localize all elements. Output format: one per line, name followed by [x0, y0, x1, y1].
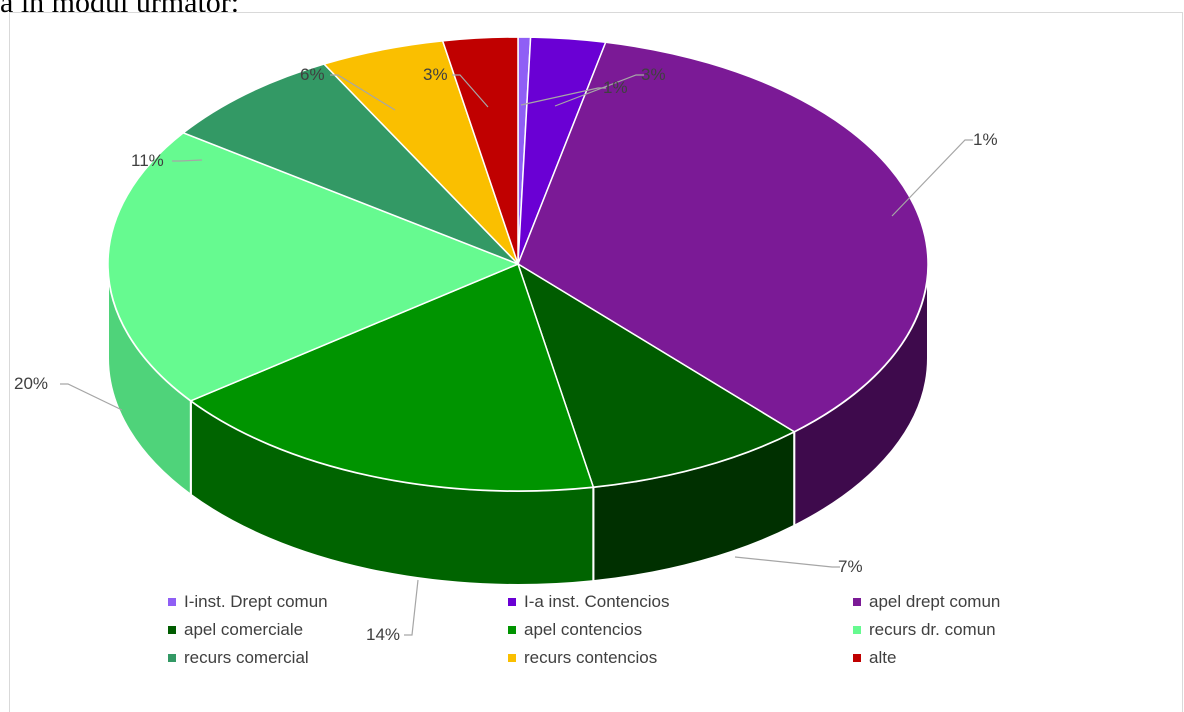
legend-swatch: [168, 626, 176, 634]
leader-line-6: [172, 159, 203, 162]
legend-item: recurs comercial: [168, 646, 508, 670]
pie-slice-5: [107, 131, 520, 402]
legend-swatch: [853, 626, 861, 634]
legend-swatch: [853, 654, 861, 662]
leader-line-4: [404, 579, 419, 636]
leader-line-3: [734, 556, 840, 568]
leader-line-7: [330, 74, 396, 111]
legend-item: recurs contencios: [508, 646, 853, 670]
legend-label: recurs dr. comun: [869, 620, 996, 639]
legend-item: apel contencios: [508, 618, 853, 642]
legend-label: recurs contencios: [524, 648, 658, 667]
pie-slice-3: [516, 262, 796, 488]
data-label-7: 6%: [300, 65, 325, 84]
data-label-4: 14%: [366, 625, 400, 644]
legend-label: I-inst. Drept comun: [184, 592, 328, 611]
chart-legend: I-inst. Drept comun I-a inst. Contencios a…: [168, 590, 1108, 670]
legend-swatch: [508, 654, 516, 662]
data-labels: 1% 3% 1% 7% 14% 20% 11% 6% 3%: [14, 65, 998, 644]
legend-swatch: [168, 598, 176, 606]
legend-swatch: [508, 598, 516, 606]
legend-swatch: [853, 598, 861, 606]
legend-swatch: [508, 626, 516, 634]
pie-chart: 1% 3% 1% 7% 14% 20% 11% 6% 3%: [14, 36, 998, 644]
data-label-8: 3%: [423, 65, 448, 84]
leader-line-1: [554, 74, 644, 107]
data-label-3: 7%: [838, 557, 863, 576]
legend-swatch: [168, 654, 176, 662]
legend-label: alte: [869, 648, 897, 667]
legend-label: I-a inst. Contencios: [524, 592, 670, 611]
legend-label: apel contencios: [524, 620, 643, 639]
pie-slice-8: [441, 36, 519, 265]
pie-slices: [107, 36, 929, 492]
legend-item: apel drept comun: [853, 590, 1108, 614]
leader-line-8: [452, 74, 489, 108]
data-label-0: 1%: [603, 78, 628, 97]
pie-slice-6: [181, 63, 519, 265]
legend-item: I-inst. Drept comun: [168, 590, 508, 614]
legend-item: alte: [853, 646, 1108, 670]
legend-label: apel drept comun: [869, 592, 1001, 611]
data-label-5: 20%: [14, 374, 48, 393]
data-label-2: 1%: [973, 130, 998, 149]
legend-label: recurs comercial: [184, 648, 309, 667]
leader-line-2: [891, 139, 973, 217]
pie-slice-2: [517, 41, 929, 433]
pie-slice-4: [189, 262, 595, 492]
data-label-6: 11%: [131, 151, 164, 170]
leader-line-5: [60, 383, 123, 411]
legend-item: recurs dr. comun: [853, 618, 1108, 642]
legend-item: I-a inst. Contencios: [508, 590, 853, 614]
legend-label: apel comerciale: [184, 620, 304, 639]
data-label-1: 3%: [641, 65, 666, 84]
legend-item: apel comerciale: [168, 618, 508, 642]
leader-lines: [60, 74, 973, 636]
